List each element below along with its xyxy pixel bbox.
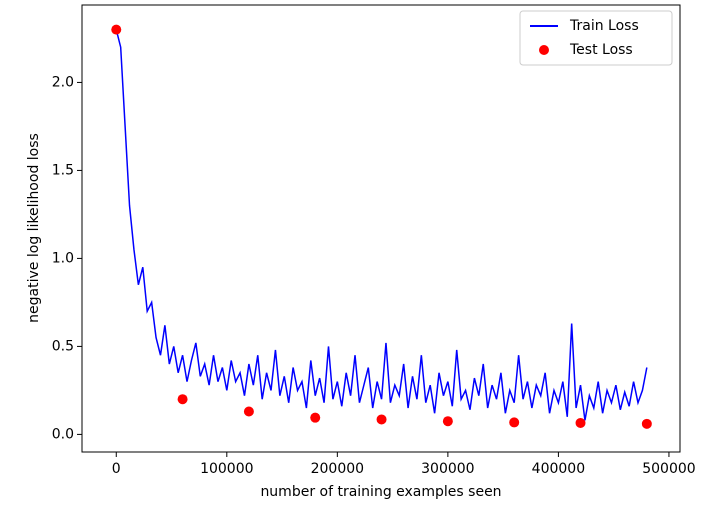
legend-label: Train Loss bbox=[569, 18, 639, 34]
x-tick-label: 400000 bbox=[532, 461, 585, 477]
test-loss-point bbox=[641, 418, 652, 429]
legend-label: Test Loss bbox=[569, 42, 633, 58]
test-loss-point bbox=[442, 416, 453, 427]
y-tick-label: 0.0 bbox=[52, 426, 74, 442]
test-loss-point bbox=[376, 414, 387, 425]
y-tick-label: 0.5 bbox=[52, 338, 74, 354]
x-axis-label: number of training examples seen bbox=[260, 484, 501, 500]
x-tick-label: 300000 bbox=[421, 461, 474, 477]
y-tick-label: 2.0 bbox=[52, 74, 74, 90]
test-loss-point bbox=[575, 417, 586, 428]
x-tick-label: 100000 bbox=[200, 461, 253, 477]
x-tick-label: 500000 bbox=[642, 461, 695, 477]
y-tick-label: 1.0 bbox=[52, 250, 74, 266]
test-loss-point bbox=[243, 406, 254, 417]
y-tick-label: 1.5 bbox=[52, 162, 74, 178]
test-loss-point bbox=[177, 394, 188, 405]
x-tick-label: 200000 bbox=[311, 461, 364, 477]
test-loss-point bbox=[111, 24, 122, 35]
legend-marker bbox=[539, 45, 549, 55]
plot-frame bbox=[81, 4, 681, 453]
y-axis-label: negative log likelihood loss bbox=[26, 133, 42, 323]
test-loss-point bbox=[310, 412, 321, 423]
test-loss-point bbox=[509, 417, 520, 428]
legend-box bbox=[519, 10, 673, 66]
train-loss-line bbox=[115, 29, 648, 421]
x-tick-label: 0 bbox=[112, 461, 121, 477]
